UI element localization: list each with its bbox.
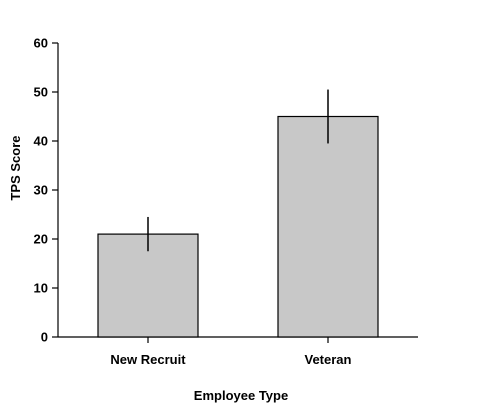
y-tick-label: 10 — [34, 281, 48, 296]
bars — [97, 115, 379, 338]
y-tick-label: 20 — [34, 232, 48, 247]
error-bars — [147, 89, 329, 252]
y-tick-label: 50 — [34, 85, 48, 100]
x-tick-label: New Recruit — [110, 352, 186, 367]
bar-veteran — [277, 115, 379, 338]
x-axis — [58, 336, 418, 343]
y-tick-label: 40 — [34, 134, 48, 149]
x-axis-title: Employee Type — [194, 388, 288, 403]
y-tick-label: 60 — [34, 36, 48, 51]
x-tick-labels: New Recruit Veteran — [110, 352, 351, 367]
x-tick-label: Veteran — [305, 352, 352, 367]
y-tick-label: 0 — [41, 330, 48, 345]
y-tick-label: 30 — [34, 183, 48, 198]
y-axis-title: TPS Score — [8, 135, 23, 200]
y-axis: 0 10 20 30 40 50 60 — [34, 36, 59, 345]
